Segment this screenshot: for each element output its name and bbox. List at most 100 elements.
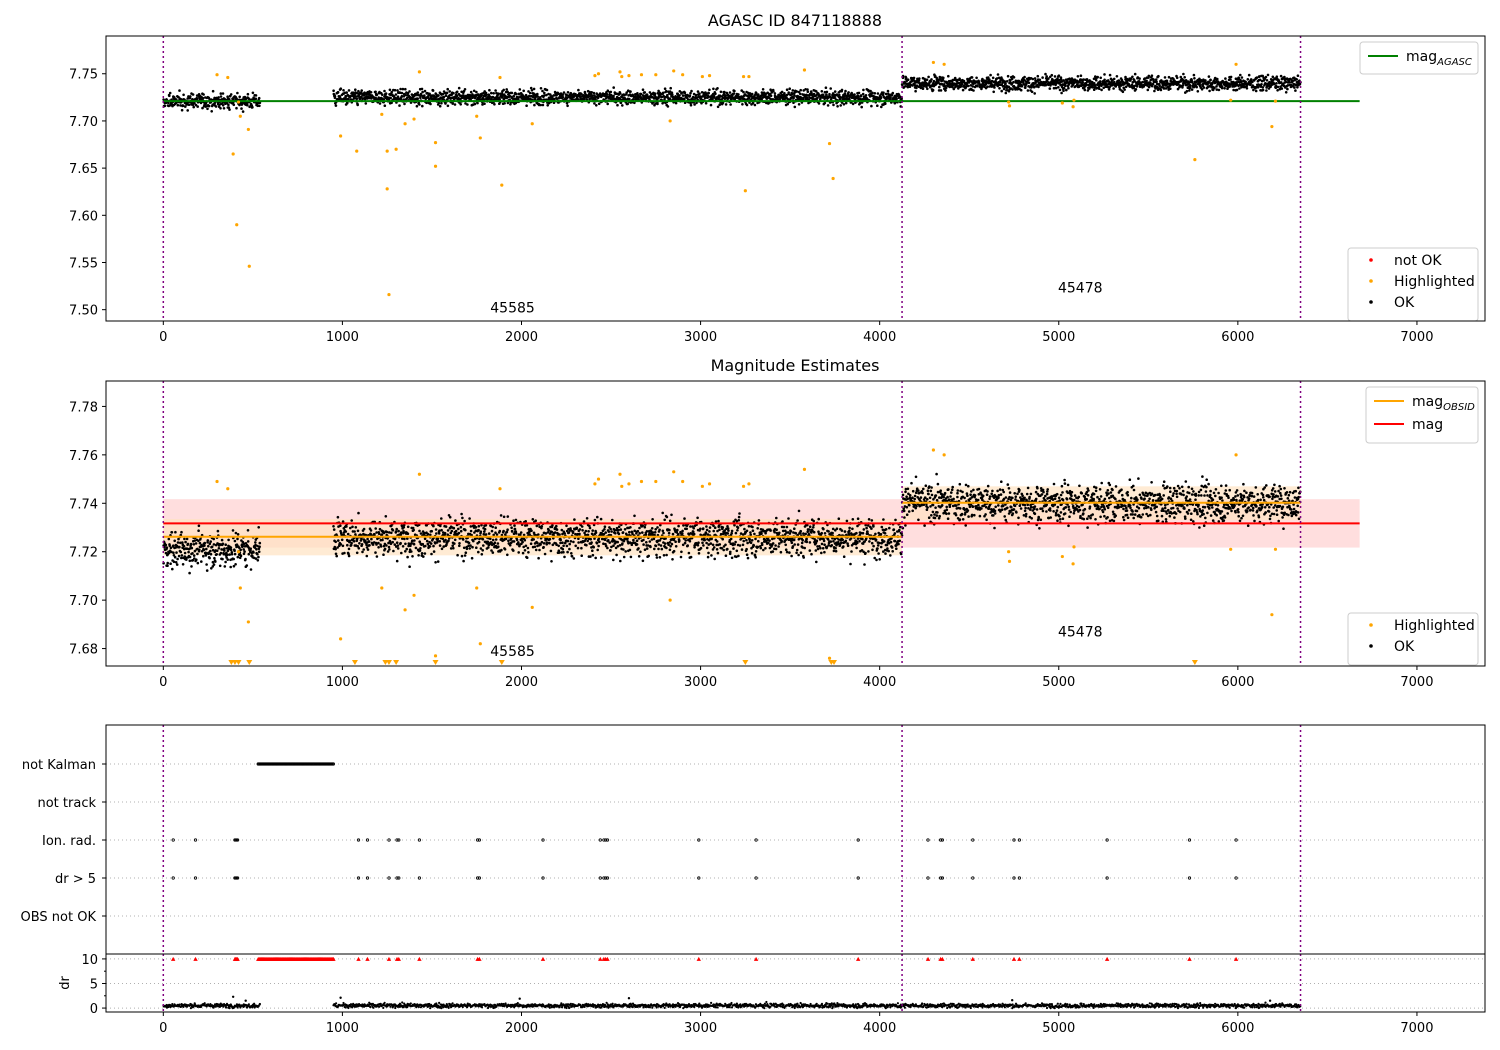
ok-point [885,97,889,100]
ok-point [1163,76,1167,79]
ok-point [1296,86,1299,89]
ok-point [842,103,846,106]
ok-point [404,542,407,546]
ok-point [689,101,692,105]
ok-point [413,539,416,542]
ok-point [1276,85,1280,89]
ok-point [832,103,835,107]
ok-point [595,541,599,545]
ok-point [672,549,676,553]
ok-point [163,104,167,108]
ok-point [773,92,777,95]
ok-point [696,516,699,520]
ok-point [716,87,719,90]
x-tick-label: 0 [159,330,167,345]
ok-point [587,95,590,99]
ok-point [565,524,568,528]
ok-point [362,548,366,551]
ok-point [482,98,486,101]
ok-point [530,89,534,92]
ok-point [1032,85,1036,89]
ok-point [512,540,516,543]
ok-point [937,79,940,83]
ok-point [550,530,554,534]
ok-point [613,528,617,532]
ok-point [348,539,352,543]
ok-point [674,101,678,105]
highlighted-point [475,114,479,118]
ok-point [491,551,495,554]
ok-point [236,91,239,95]
ok-point [408,565,411,568]
ok-point [352,540,356,543]
ok-point [791,89,795,92]
ok-point [533,103,536,107]
ok-point [589,555,592,558]
ok-point [399,87,402,91]
ok-point [787,91,790,94]
ok-point [369,529,373,532]
ok-point [588,526,592,530]
ok-point [665,546,668,550]
ok-point [825,90,829,94]
ok-point [1296,74,1300,77]
ok-point [639,92,643,96]
ok-point [788,87,791,90]
ok-point [975,76,978,80]
ok-point [229,93,233,96]
ok-point [201,96,205,100]
ok-point [476,101,479,105]
ok-point [569,540,573,543]
ok-point [519,531,523,534]
ok-point [628,530,631,534]
ok-point [366,548,370,551]
ok-point [951,85,954,89]
ok-point [593,518,597,522]
ok-point [570,555,574,558]
ok-point [757,93,760,96]
ok-point [689,103,693,107]
highlighted-point [433,164,438,168]
ok-point [1280,87,1284,90]
ok-point [406,92,410,95]
ok-point [385,530,389,534]
ok-point [1004,82,1007,85]
ok-point [671,93,674,96]
ok-point [986,85,989,88]
ok-point [332,528,336,531]
ok-point [812,92,816,96]
ok-point [1192,73,1196,77]
ok-point [484,533,488,536]
highlighted-point [1234,62,1238,66]
highlighted-point [1270,124,1274,129]
ok-point [609,90,613,94]
ok-point [882,91,885,94]
ok-point [833,90,837,93]
ok-point [485,93,488,97]
ok-point [641,531,644,534]
ok-point [685,96,689,99]
ok-point [208,556,211,560]
ok-point [683,541,687,545]
ok-point [374,96,378,100]
highlighted-point [827,141,832,146]
ok-point [694,93,698,97]
y-tick-label: 7.60 [69,209,98,224]
ok-point [184,105,187,108]
ok-point [455,90,459,94]
highlighted-point [639,73,644,77]
ok-point [1261,86,1265,89]
ok-point [517,551,520,554]
ok-point [1196,90,1200,93]
ok-point [447,539,450,542]
ok-point [498,98,502,101]
ok-point [879,96,883,100]
ok-point [509,103,512,106]
ok-point [427,94,430,97]
ok-point [1202,86,1206,89]
ok-point [677,524,680,528]
ok-point [195,96,199,100]
highlighted-point [743,189,747,193]
ok-point [651,531,655,534]
ok-point [653,531,657,534]
